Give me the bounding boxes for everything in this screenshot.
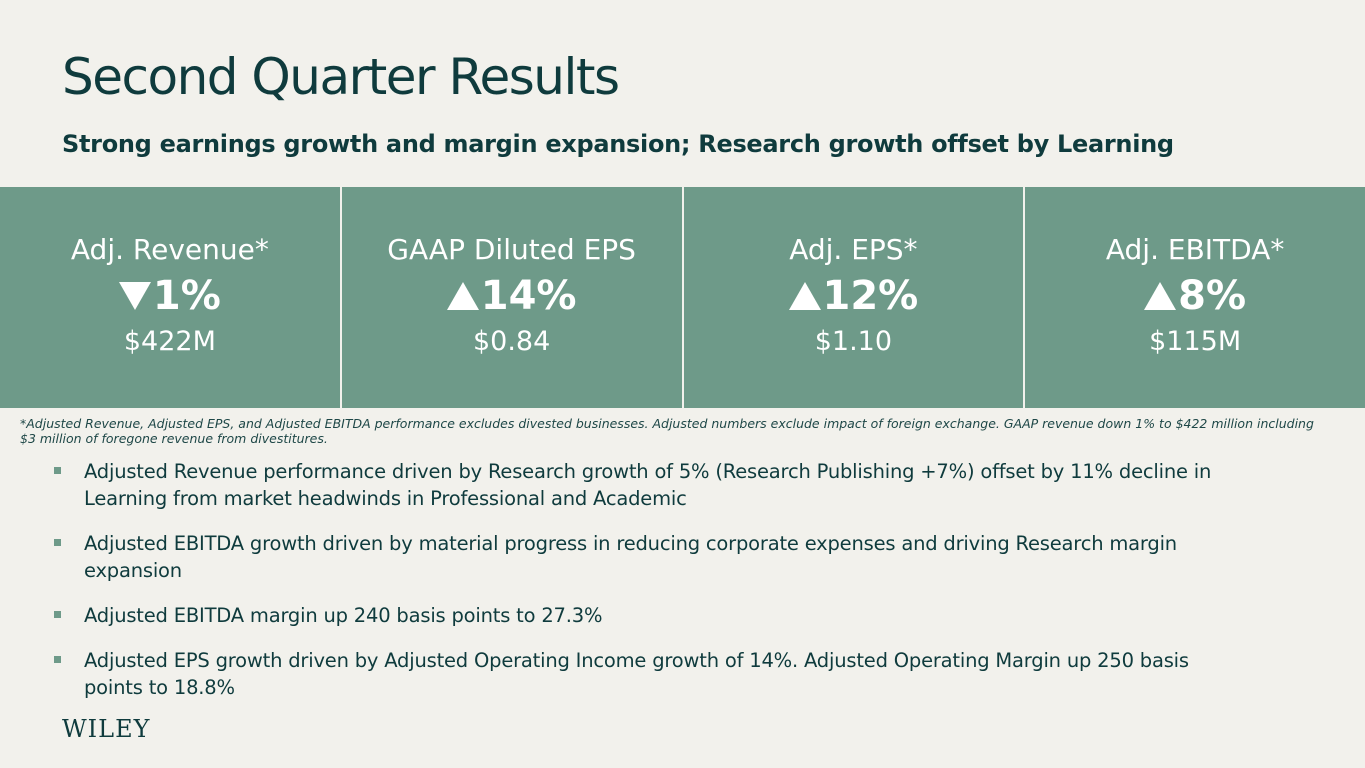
square-bullet-icon <box>54 539 61 546</box>
bullet-text: Adjusted EBITDA margin up 240 basis poin… <box>84 604 603 627</box>
square-bullet-icon <box>54 611 61 618</box>
metric-change: 12% <box>788 273 919 319</box>
metric-change-value: 12% <box>822 273 919 319</box>
metric-change-value: 8% <box>1178 273 1247 319</box>
metric-value: $1.10 <box>814 326 893 357</box>
bullet-text: Adjusted EBITDA growth driven by materia… <box>84 532 1177 582</box>
metric-value: $0.84 <box>472 326 551 357</box>
up-triangle-icon <box>788 282 821 310</box>
bullet-text: Adjusted EPS growth driven by Adjusted O… <box>84 649 1189 699</box>
metric-adj-ebitda: Adj. EBITDA* 8% $115M <box>1025 187 1365 408</box>
metric-label: Adj. Revenue* <box>70 233 269 266</box>
metric-change-value: 14% <box>480 273 577 319</box>
metric-change: 1% <box>118 273 221 319</box>
bullet-text: Adjusted Revenue performance driven by R… <box>84 460 1212 510</box>
list-item: Adjusted Revenue performance driven by R… <box>54 458 1234 512</box>
square-bullet-icon <box>54 467 61 474</box>
metric-gaap-diluted-eps: GAAP Diluted EPS 14% $0.84 <box>342 187 684 408</box>
list-item: Adjusted EBITDA margin up 240 basis poin… <box>54 602 1234 629</box>
metric-value: $115M <box>1149 326 1242 357</box>
metric-change: 8% <box>1144 273 1246 319</box>
square-bullet-icon <box>54 656 61 663</box>
footnote: *Adjusted Revenue, Adjusted EPS, and Adj… <box>20 416 1314 446</box>
page-title: Second Quarter Results <box>62 48 620 106</box>
metric-value: $422M <box>123 326 216 357</box>
metric-label: GAAP Diluted EPS <box>387 233 636 266</box>
list-item: Adjusted EPS growth driven by Adjusted O… <box>54 647 1234 701</box>
metric-change: 14% <box>446 273 577 319</box>
wiley-logo: WILEY <box>62 715 151 743</box>
metric-adj-revenue: Adj. Revenue* 1% $422M <box>0 187 342 408</box>
metric-change-value: 1% <box>152 273 221 319</box>
down-triangle-icon <box>118 282 151 310</box>
metric-label: Adj. EPS* <box>789 233 918 266</box>
list-item: Adjusted EBITDA growth driven by materia… <box>54 530 1234 584</box>
metrics-band: Adj. Revenue* 1% $422M GAAP Diluted EPS … <box>0 187 1365 408</box>
bullet-list: Adjusted Revenue performance driven by R… <box>54 458 1234 719</box>
up-triangle-icon <box>1144 282 1177 310</box>
up-triangle-icon <box>446 282 479 310</box>
metric-label: Adj. EBITDA* <box>1105 233 1285 266</box>
metric-adj-eps: Adj. EPS* 12% $1.10 <box>684 187 1026 408</box>
page-subtitle: Strong earnings growth and margin expans… <box>62 130 1174 158</box>
